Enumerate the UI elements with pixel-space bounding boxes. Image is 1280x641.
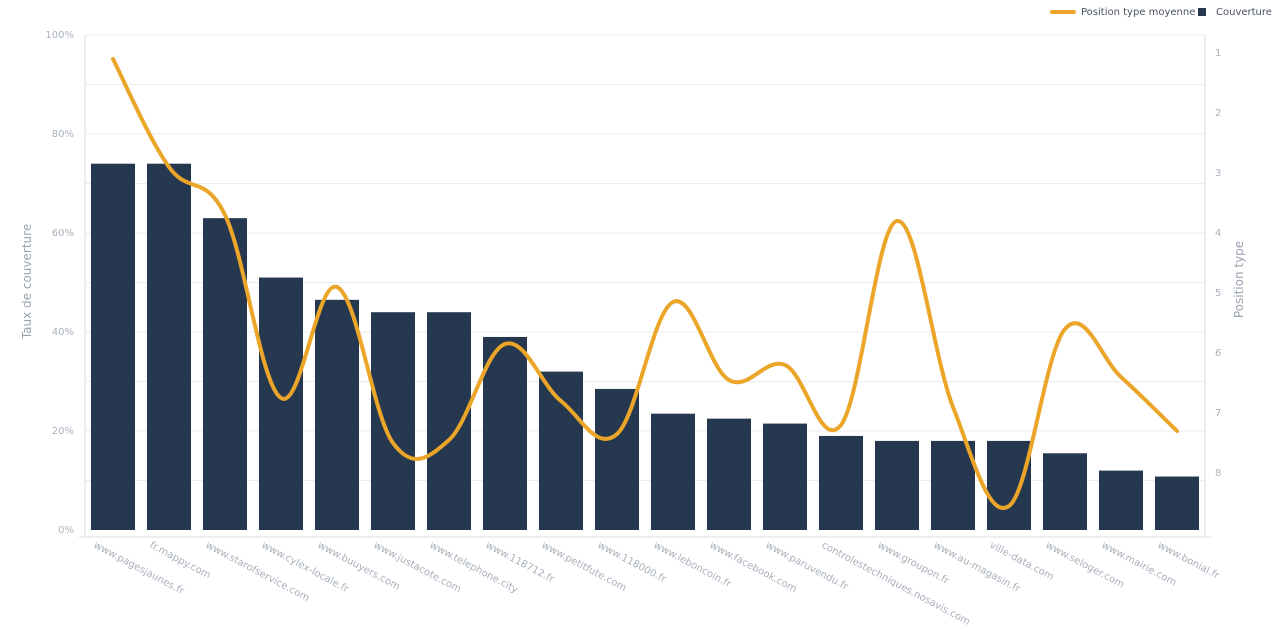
legend-line-swatch bbox=[1050, 10, 1076, 14]
y-tick-label-right: 2 bbox=[1215, 108, 1221, 119]
x-tick-label: www.pagesjaunes.fr bbox=[92, 540, 187, 597]
y-tick-label-left: 20% bbox=[52, 426, 74, 437]
legend-label-couverture: Couverture bbox=[1216, 7, 1272, 18]
y-tick-label-left: 40% bbox=[52, 327, 74, 338]
y-tick-label-right: 5 bbox=[1215, 288, 1221, 299]
y-tick-label-right: 1 bbox=[1215, 48, 1221, 59]
bar bbox=[1155, 477, 1199, 530]
y-tick-label-right: 4 bbox=[1215, 228, 1221, 239]
bar bbox=[147, 164, 191, 530]
y-tick-label-left: 80% bbox=[52, 129, 74, 140]
y-tick-label-left: 0% bbox=[58, 525, 74, 536]
legend-item-position[interactable]: Position type moyenne bbox=[1050, 4, 1198, 20]
bar-series bbox=[91, 164, 1199, 530]
bar bbox=[1043, 453, 1087, 530]
bar bbox=[371, 312, 415, 530]
y-axis-right-title: Position type bbox=[1232, 241, 1246, 318]
y-tick-label-left: 100% bbox=[45, 30, 74, 41]
bar bbox=[1099, 471, 1143, 530]
x-tick-label: www.starofservice.com bbox=[204, 540, 312, 604]
bar bbox=[539, 372, 583, 530]
bar bbox=[987, 441, 1031, 530]
bar bbox=[707, 419, 751, 530]
y-axis-left-title: Taux de couverture bbox=[20, 224, 34, 340]
legend-item-couverture[interactable]: Couverture bbox=[1198, 4, 1272, 20]
x-axis-ticks: www.pagesjaunes.frfr.mappy.comwww.starof… bbox=[92, 540, 1222, 628]
bar bbox=[763, 424, 807, 530]
y-axis-right-ticks: 1 2 3 4 5 6 7 8 bbox=[1215, 48, 1221, 479]
legend-label-position: Position type moyenne bbox=[1081, 7, 1198, 18]
legend: Position type moyenne Couverture bbox=[1050, 4, 1278, 20]
y-axis-left-ticks: 0% 20% 40% 60% 80% 100% bbox=[45, 30, 74, 536]
bar bbox=[875, 441, 919, 530]
y-tick-label-right: 8 bbox=[1215, 468, 1221, 479]
bar bbox=[315, 300, 359, 530]
y-tick-label-right: 3 bbox=[1215, 168, 1221, 179]
bar bbox=[91, 164, 135, 530]
bar bbox=[483, 337, 527, 530]
bar bbox=[651, 414, 695, 530]
bar bbox=[819, 436, 863, 530]
y-tick-label-right: 7 bbox=[1215, 408, 1221, 419]
y-tick-label-left: 60% bbox=[52, 228, 74, 239]
legend-bar-swatch bbox=[1198, 8, 1206, 16]
bar bbox=[427, 312, 471, 530]
y-tick-label-right: 6 bbox=[1215, 348, 1221, 359]
bar bbox=[259, 278, 303, 530]
